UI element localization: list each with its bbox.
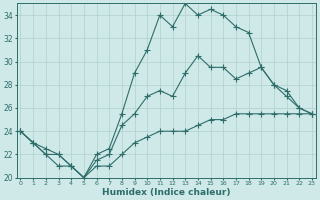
X-axis label: Humidex (Indice chaleur): Humidex (Indice chaleur) — [102, 188, 230, 197]
